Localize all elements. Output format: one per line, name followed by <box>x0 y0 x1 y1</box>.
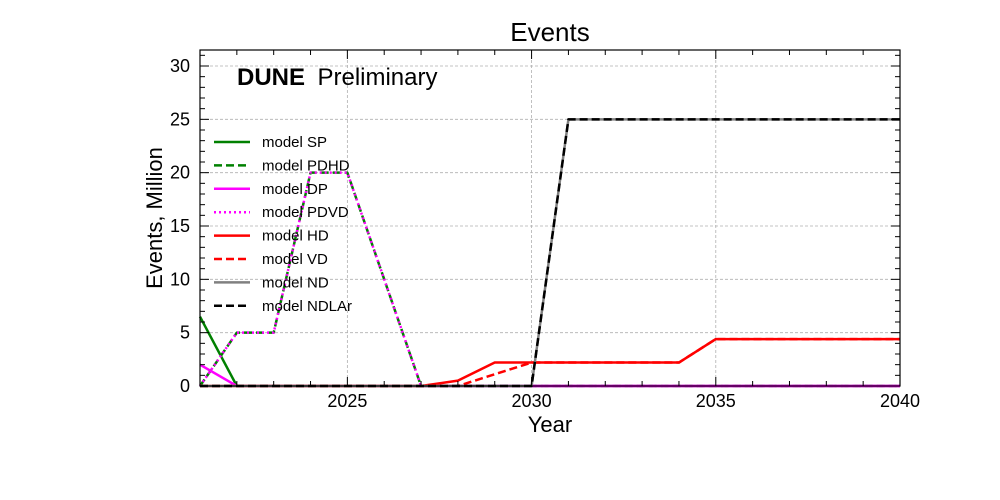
chart-title: Events <box>510 17 590 47</box>
y-tick-label: 30 <box>170 56 190 76</box>
legend-entry: model HD <box>214 228 329 245</box>
annotation-text: Preliminary <box>317 64 437 91</box>
y-axis-title: Events, Million <box>142 147 167 289</box>
y-tick-label: 0 <box>180 376 190 396</box>
plot-frame <box>199 49 901 387</box>
legend-label: model DP <box>262 181 328 198</box>
y-tick-label: 20 <box>170 163 190 183</box>
legend: model SP model PDHD model DP model PDVD mode… <box>214 134 352 315</box>
y-tick-label: 25 <box>170 109 190 129</box>
x-tick-label: 2040 <box>880 391 920 411</box>
annotation-bold: DUNE <box>237 64 305 91</box>
legend-label: model SP <box>262 134 327 151</box>
x-tick-label: 2030 <box>512 391 552 411</box>
legend-entry: model VD <box>214 251 328 268</box>
legend-label: model PDVD <box>262 204 349 221</box>
legend-label: model PDHD <box>262 157 350 174</box>
legend-entry: model SP <box>214 134 327 151</box>
series-line-model-sp <box>198 316 900 388</box>
legend-label: model VD <box>262 251 328 268</box>
legend-entry: model ND <box>214 274 329 291</box>
x-axis-title: Year <box>528 412 572 437</box>
y-tick-label: 5 <box>180 323 190 343</box>
legend-label: model NDLAr <box>262 298 352 315</box>
legend-label: model HD <box>262 228 329 245</box>
dune-preliminary-annotation: DUNE Preliminary <box>237 64 438 91</box>
y-tick-label: 15 <box>170 216 190 236</box>
y-tick-label: 10 <box>170 269 190 289</box>
legend-label: model ND <box>262 274 329 291</box>
x-tick-label: 2035 <box>696 391 736 411</box>
legend-entry: model PDVD <box>214 204 349 221</box>
legend-entry: model DP <box>214 181 328 198</box>
axis-ticks <box>199 50 901 387</box>
legend-entry: model PDHD <box>214 157 350 174</box>
x-tick-label: 2025 <box>327 391 367 411</box>
series-line-model-vd <box>200 337 900 388</box>
series-line-model-dp <box>199 363 900 388</box>
legend-entry: model NDLAr <box>214 298 352 315</box>
